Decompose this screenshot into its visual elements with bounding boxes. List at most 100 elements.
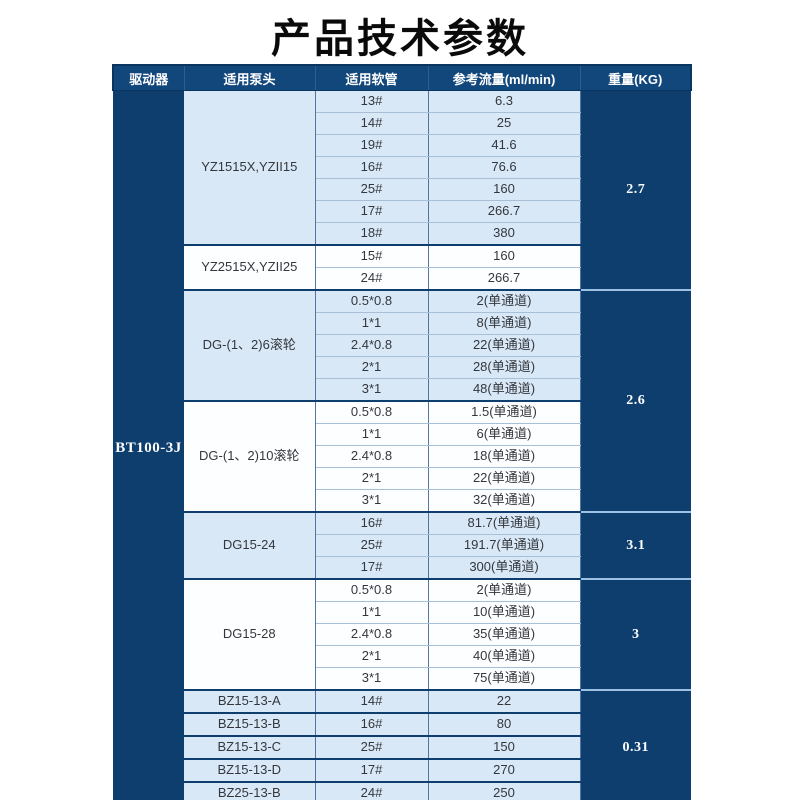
flow-cell: 25 (427, 112, 581, 135)
header-row: 驱动器 适用泵头 适用软管 参考流量(ml/min) 重量(KG) (112, 64, 692, 91)
table-row: DG-(1、2)10滚轮 0.5*0.8 1.5(单通道) (113, 400, 691, 513)
flow-cell: 270 (427, 758, 581, 783)
table-row: 2*1 28(单通道) (113, 356, 691, 379)
tubing-cell: 2*1 (314, 356, 429, 379)
col-header-pump-head: 适用泵头 (183, 64, 316, 91)
pump-head-cell: BZ15-13-A (184, 689, 316, 714)
table-row: YZ2515X,YZII25 15# 160 (113, 244, 691, 291)
tubing-cell: 17# (314, 758, 429, 783)
weight-cell: 2.6 (580, 289, 691, 512)
table-row: BZ15-13-C 25# 150 (113, 735, 691, 760)
table-row: 2.4*0.8 18(单通道) (113, 445, 691, 468)
pump-head-cell: BZ25-13-B (184, 781, 316, 800)
tubing-cell: 2*1 (314, 645, 429, 668)
flow-cell: 300(单通道) (427, 556, 581, 580)
tubing-cell: 17# (314, 556, 429, 580)
tubing-cell: 25# (314, 178, 429, 201)
table-row: DG15-28 0.5*0.8 2(单通道) 3 (113, 578, 691, 691)
flow-cell: 18(单通道) (427, 445, 581, 468)
col-header-driver: 驱动器 (112, 64, 185, 91)
table-row: BZ25-13-B 24# 250 (113, 781, 691, 800)
tubing-cell: 14# (314, 689, 429, 714)
tubing-cell: 2.4*0.8 (314, 334, 429, 357)
flow-cell: 2(单通道) (427, 578, 581, 602)
tubing-cell: 3*1 (314, 378, 429, 402)
tubing-cell: 0.5*0.8 (314, 289, 429, 313)
table-row: 1*1 8(单通道) (113, 312, 691, 335)
tubing-cell: 24# (314, 781, 429, 800)
tubing-cell: 16# (314, 156, 429, 179)
tubing-cell: 1*1 (314, 601, 429, 624)
table-row: 24# 266.7 (113, 267, 691, 291)
flow-cell: 40(单通道) (427, 645, 581, 668)
flow-cell: 266.7 (427, 267, 581, 291)
table-row: 2*1 22(单通道) (113, 467, 691, 490)
flow-cell: 22 (427, 689, 581, 714)
table-body: BT100-3J YZ1515X,YZII15 13# 6.3 2.7 14# 25 19# 4… (113, 90, 691, 800)
tubing-cell: 2.4*0.8 (314, 445, 429, 468)
tubing-cell: 1*1 (314, 423, 429, 446)
pump-head-cell: DG-(1、2)6滚轮 (184, 289, 316, 402)
tubing-cell: 17# (314, 200, 429, 223)
table-row: 2.4*0.8 35(单通道) (113, 623, 691, 646)
page-title: 产品技术参数 (271, 17, 529, 61)
tubing-cell: 19# (314, 134, 429, 157)
tubing-cell: 13# (314, 90, 429, 113)
spec-table: 驱动器 适用泵头 适用软管 参考流量(ml/min) 重量(KG) BT100-… (112, 64, 692, 800)
table-row: 2*1 40(单通道) (113, 645, 691, 668)
table-row: BZ15-13-A 14# 22 0.31 (113, 689, 691, 800)
flow-cell: 191.7(单通道) (427, 534, 581, 557)
flow-cell: 22(单通道) (427, 334, 581, 357)
flow-cell: 1.5(单通道) (427, 400, 581, 424)
flow-cell: 266.7 (427, 200, 581, 223)
pump-head-cell: YZ1515X,YZII15 (184, 90, 316, 246)
table-row: 25# 191.7(单通道) (113, 534, 691, 557)
table-row: BT100-3J YZ1515X,YZII15 13# 6.3 2.7 (113, 90, 691, 800)
col-header-tubing: 适用软管 (314, 64, 429, 91)
flow-cell: 41.6 (427, 134, 581, 157)
tubing-cell: 25# (314, 534, 429, 557)
table-row: 19# 41.6 (113, 134, 691, 157)
weight-cell: 0.31 (580, 689, 691, 800)
flow-cell: 380 (427, 222, 581, 246)
flow-cell: 35(单通道) (427, 623, 581, 646)
tubing-cell: 1*1 (314, 312, 429, 335)
flow-cell: 22(单通道) (427, 467, 581, 490)
flow-cell: 81.7(单通道) (427, 511, 581, 535)
flow-cell: 8(单通道) (427, 312, 581, 335)
table-row: DG-(1、2)6滚轮 0.5*0.8 2(单通道) 2.6 (113, 289, 691, 512)
flow-cell: 32(单通道) (427, 489, 581, 513)
flow-cell: 28(单通道) (427, 356, 581, 379)
table-row: 1*1 6(单通道) (113, 423, 691, 446)
tubing-cell: 0.5*0.8 (314, 400, 429, 424)
flow-cell: 6(单通道) (427, 423, 581, 446)
col-header-flow: 参考流量(ml/min) (427, 64, 581, 91)
flow-cell: 150 (427, 735, 581, 760)
pump-head-cell: BZ15-13-C (184, 735, 316, 760)
table-header: 驱动器 适用泵头 适用软管 参考流量(ml/min) 重量(KG) (112, 64, 692, 91)
tubing-cell: 15# (314, 244, 429, 268)
flow-cell: 250 (427, 781, 581, 800)
flow-cell: 160 (427, 244, 581, 268)
table-row: 17# 266.7 (113, 200, 691, 223)
weight-cell: 2.7 (580, 90, 691, 290)
table-row: BZ15-13-B 16# 80 (113, 712, 691, 737)
col-header-weight: 重量(KG) (579, 64, 692, 91)
tubing-cell: 18# (314, 222, 429, 246)
table-row: 3*1 32(单通道) (113, 489, 691, 513)
table-row: DG15-24 16# 81.7(单通道) 3.1 (113, 511, 691, 580)
table-row: 3*1 48(单通道) (113, 378, 691, 402)
spec-table-wrapper: 驱动器 适用泵头 适用软管 参考流量(ml/min) 重量(KG) BT100-… (112, 64, 692, 800)
table-row: BZ15-13-D 17# 270 (113, 758, 691, 783)
flow-cell: 2(单通道) (427, 289, 581, 313)
weight-cell: 3 (580, 578, 691, 690)
tubing-cell: 14# (314, 112, 429, 135)
table-row: 16# 76.6 (113, 156, 691, 179)
tubing-cell: 25# (314, 735, 429, 760)
flow-cell: 6.3 (427, 90, 581, 113)
flow-cell: 48(单通道) (427, 378, 581, 402)
tubing-cell: 0.5*0.8 (314, 578, 429, 602)
flow-cell: 76.6 (427, 156, 581, 179)
tubing-cell: 2.4*0.8 (314, 623, 429, 646)
